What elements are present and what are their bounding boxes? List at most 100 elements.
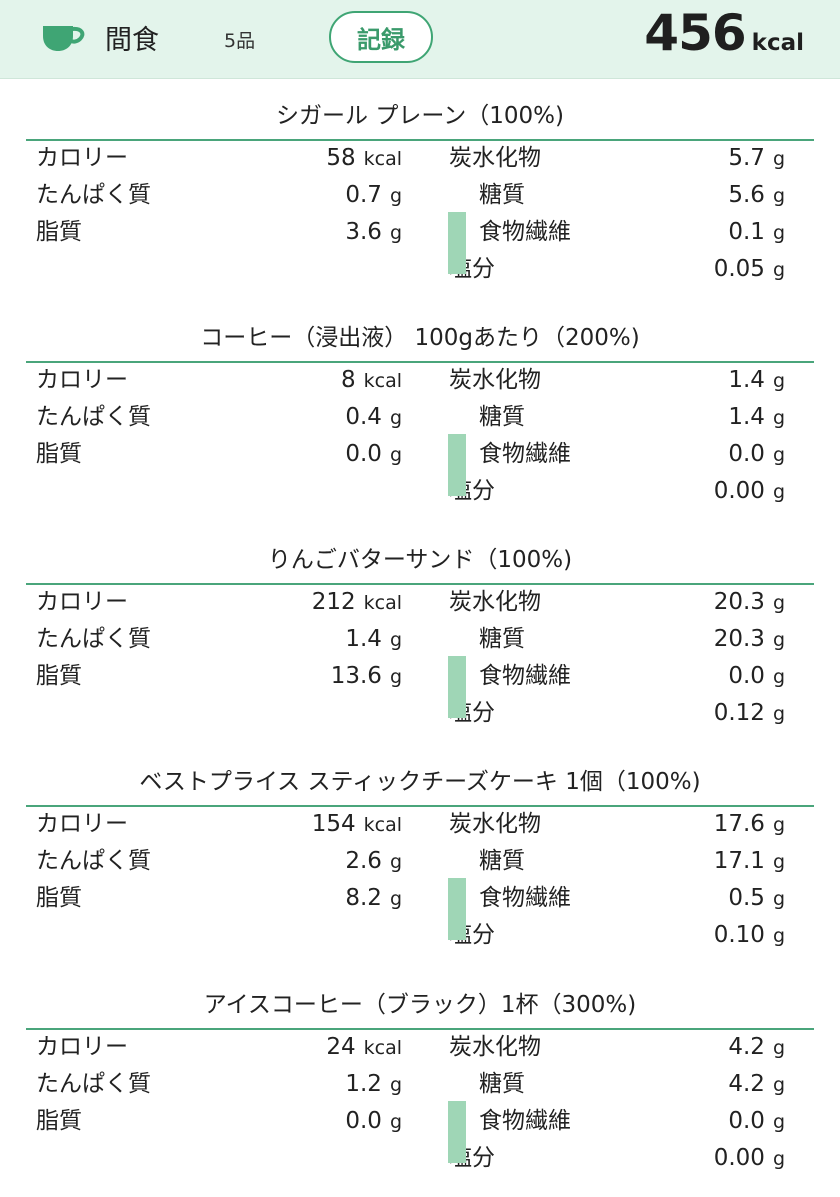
nutrient-value-calories: 212 kcal <box>312 587 402 618</box>
food-item-title[interactable]: コーヒー（浸出液） 100gあたり（200%) <box>200 325 640 351</box>
nutrient-label-carbs: 炭水化物 <box>449 1034 541 1060</box>
nutrient-number: 17.1 <box>713 848 765 874</box>
nutrient-value-fat: 3.6 g <box>345 217 402 248</box>
nutrient-value-salt: 0.00 g <box>714 476 785 507</box>
nutrient-number: 154 <box>311 811 356 837</box>
total-calories: 456 kcal <box>644 4 804 62</box>
nutrient-value-fat: 13.6 g <box>331 661 402 692</box>
nutrient-value-fiber: 0.0 g <box>728 661 785 692</box>
nutrient-number: 0.7 <box>345 182 382 208</box>
nutrient-number: 0.0 <box>728 1108 765 1134</box>
nutrient-label-protein: たんぱく質 <box>36 1071 151 1097</box>
nutrient-label-sugar: 糖質 <box>479 626 525 652</box>
nutrient-value-calories: 24 kcal <box>326 1032 402 1063</box>
nutrient-label-fat: 脂質 <box>36 441 82 467</box>
nutrient-number: 0.0 <box>728 663 765 689</box>
nutrient-number: 5.7 <box>728 145 765 171</box>
nutrient-value-protein: 1.2 g <box>345 1069 402 1100</box>
nutrient-label-fat: 脂質 <box>36 219 82 245</box>
nutrient-unit: g <box>772 666 785 688</box>
nutrient-number: 0.0 <box>345 1108 382 1134</box>
nutrient-label-fiber: 食物繊維 <box>479 1108 571 1134</box>
food-item-section: ベストプライス スティックチーズケーキ 1個（100%) カロリー 154 kcal た… <box>0 752 840 974</box>
food-item-section: シガール プレーン（100%) カロリー 58 kcal たんぱく質 0.7 g 脂質 3.6 g… <box>0 86 840 308</box>
nutrient-unit: g <box>772 629 785 651</box>
food-item-section: りんごバターサンド（100%) カロリー 212 kcal たんぱく質 1.4 g 脂質 13.… <box>0 530 840 752</box>
nutrient-value-salt: 0.12 g <box>714 698 785 729</box>
nutrient-label-fiber: 食物繊維 <box>479 663 571 689</box>
nutrient-value-carbs: 17.6 g <box>714 809 785 840</box>
nutrient-value-salt: 0.00 g <box>714 1143 785 1174</box>
nutrient-unit: kcal <box>363 592 402 614</box>
nutrient-value-salt: 0.10 g <box>714 920 785 951</box>
nutrient-label-fiber: 食物繊維 <box>479 885 571 911</box>
cup-icon <box>43 26 85 51</box>
nutrient-number: 0.5 <box>728 885 765 911</box>
nutrient-label-sugar: 糖質 <box>479 848 525 874</box>
nutrient-unit: g <box>389 1111 402 1133</box>
food-item-title[interactable]: アイスコーヒー（ブラック）1杯（300%) <box>203 992 637 1018</box>
nutrient-number: 13.6 <box>330 663 382 689</box>
nutrient-unit: g <box>772 592 785 614</box>
nutrient-number: 8.2 <box>345 885 382 911</box>
nutrient-value-fiber: 0.0 g <box>728 1106 785 1137</box>
nutrient-unit: g <box>772 888 785 910</box>
nutrient-label-sugar: 糖質 <box>479 404 525 430</box>
nutrient-label-fat: 脂質 <box>36 885 82 911</box>
nutrient-value-protein: 2.6 g <box>345 846 402 877</box>
nutrient-number: 212 <box>311 589 356 615</box>
nutrient-unit: g <box>772 1148 785 1170</box>
nutrient-number: 58 <box>326 145 356 171</box>
nutrient-label-calories: カロリー <box>36 589 128 615</box>
nutrient-number: 0.4 <box>345 404 382 430</box>
nutrient-label-carbs: 炭水化物 <box>449 367 541 393</box>
nutrient-label-carbs: 炭水化物 <box>449 811 541 837</box>
food-item-title[interactable]: ベストプライス スティックチーズケーキ 1個（100%) <box>139 769 701 795</box>
nutrient-value-calories: 58 kcal <box>326 143 402 174</box>
nutrient-number: 3.6 <box>345 219 382 245</box>
nutrient-number: 4.2 <box>728 1071 765 1097</box>
nutrient-unit: kcal <box>363 814 402 836</box>
nutrient-value-protein: 0.7 g <box>345 180 402 211</box>
nutrient-value-fat: 0.0 g <box>345 439 402 470</box>
section-divider <box>26 583 814 585</box>
nutrient-unit: g <box>389 888 402 910</box>
nutrient-number: 2.6 <box>345 848 382 874</box>
nutrient-label-sugar: 糖質 <box>479 1071 525 1097</box>
nutrient-label-protein: たんぱく質 <box>36 182 151 208</box>
nutrient-value-carbs: 5.7 g <box>728 143 785 174</box>
section-divider <box>26 361 814 363</box>
nutrient-unit: g <box>389 407 402 429</box>
nutrient-label-protein: たんぱく質 <box>36 848 151 874</box>
nutrient-number: 0.10 <box>713 922 765 948</box>
nutrient-number: 20.3 <box>713 626 765 652</box>
nutrient-value-salt: 0.05 g <box>714 254 785 285</box>
section-divider <box>26 805 814 807</box>
nutrient-value-sugar: 20.3 g <box>714 624 785 655</box>
record-button[interactable]: 記録 <box>329 11 433 63</box>
nutrient-value-fiber: 0.1 g <box>728 217 785 248</box>
nutrient-unit: g <box>389 444 402 466</box>
nutrient-unit: g <box>389 629 402 651</box>
nutrient-unit: g <box>772 703 785 725</box>
nutrient-value-carbs: 4.2 g <box>728 1032 785 1063</box>
nutrient-number: 4.2 <box>728 1034 765 1060</box>
item-count: 5品 <box>224 30 256 52</box>
nutrient-label-sugar: 糖質 <box>479 182 525 208</box>
nutrient-unit: g <box>772 185 785 207</box>
nutrient-number: 1.2 <box>345 1071 382 1097</box>
nutrient-number: 5.6 <box>728 182 765 208</box>
carb-breakdown-bar <box>448 434 466 496</box>
nutrient-unit: kcal <box>363 1037 402 1059</box>
nutrient-number: 1.4 <box>728 367 765 393</box>
carb-breakdown-bar <box>448 212 466 274</box>
nutrient-value-protein: 1.4 g <box>345 624 402 655</box>
food-item-title[interactable]: シガール プレーン（100%) <box>276 103 564 129</box>
nutrient-number: 20.3 <box>713 589 765 615</box>
nutrient-label-calories: カロリー <box>36 1034 128 1060</box>
nutrient-value-fiber: 0.0 g <box>728 439 785 470</box>
food-item-title[interactable]: りんごバターサンド（100%) <box>267 547 573 573</box>
nutrient-unit: g <box>772 851 785 873</box>
nutrient-label-calories: カロリー <box>36 145 128 171</box>
nutrient-unit: g <box>772 481 785 503</box>
